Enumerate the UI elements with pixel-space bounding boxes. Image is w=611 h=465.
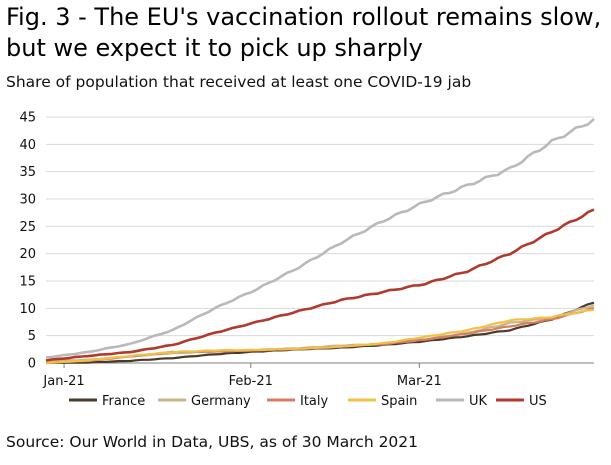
line-chart: 0 5 10 15 20 25 30 35 40 45 Jan-21 Feb-21 Mar-21 Fr… <box>19 111 595 409</box>
x-tick-label: Feb-21 <box>229 374 273 389</box>
y-tick-label: 5 <box>28 329 36 344</box>
legend-label-germany: Germany <box>191 394 251 409</box>
y-tick-label: 45 <box>19 111 36 126</box>
legend-label-spain: Spain <box>381 394 417 409</box>
series-line-uk <box>45 117 595 359</box>
y-tick-label: 25 <box>19 220 36 235</box>
chart-title: Fig. 3 - The EU's vaccination rollout re… <box>6 2 606 64</box>
series-line-us <box>45 208 595 362</box>
y-tick-label: 15 <box>19 275 36 290</box>
legend-label-italy: Italy <box>300 394 329 409</box>
y-tick-label: 20 <box>19 247 36 262</box>
y-tick-label: 10 <box>19 302 36 317</box>
series-line-spain <box>45 308 595 364</box>
chart-subtitle: Share of population that received at lea… <box>6 73 472 91</box>
x-tick-label: Mar-21 <box>397 374 442 389</box>
series-line-france <box>45 301 595 365</box>
gridlines <box>46 116 594 337</box>
source-note: Source: Our World in Data, UBS, as of 30… <box>6 433 419 451</box>
y-tick-label: 35 <box>19 165 36 180</box>
legend-label-uk: UK <box>469 394 488 409</box>
x-axis-ticks: Jan-21 Feb-21 Mar-21 <box>42 363 442 389</box>
legend: France Germany Italy Spain UK US <box>69 394 547 409</box>
chart-title-line-2: but we expect it to pick up sharply <box>6 34 423 62</box>
y-tick-label: 40 <box>19 138 36 153</box>
y-tick-label: 0 <box>28 357 36 372</box>
y-axis-ticks: 0 5 10 15 20 25 30 35 40 45 <box>19 111 36 372</box>
legend-label-france: France <box>102 394 145 409</box>
chart-title-line-1: Fig. 3 - The EU's vaccination rollout re… <box>6 3 602 31</box>
legend-label-us: US <box>529 394 547 409</box>
x-tick-label: Jan-21 <box>42 374 84 389</box>
series-lines <box>45 117 595 365</box>
y-tick-label: 30 <box>19 193 36 208</box>
